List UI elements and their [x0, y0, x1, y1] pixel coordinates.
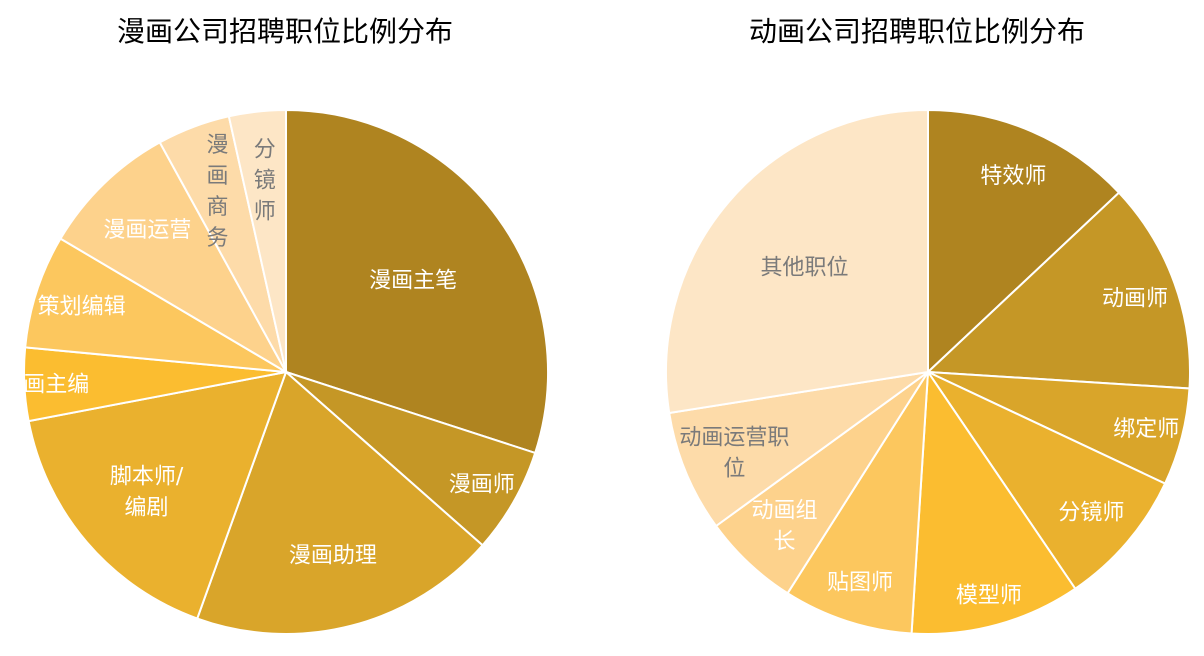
pie-0-slice-2-label: 漫画助理 [289, 544, 377, 569]
pie-0-slice-1-label: 漫画师 [449, 473, 515, 498]
pie-0-slice-6 [59, 141, 289, 375]
pie-0-slice-6-label: 漫画运营 [103, 218, 191, 243]
pie-0-slice-2 [195, 370, 484, 635]
pie-1-slice-4-label: 模型师 [956, 583, 1022, 608]
pie-1-slice-1 [925, 191, 1191, 390]
pie-0-slice-3 [27, 370, 288, 620]
pie-1-slice-3 [925, 369, 1167, 591]
pie-0-slice-3-label: 脚本师/编剧 [110, 465, 184, 521]
pie-1-slice-0 [927, 108, 1121, 375]
pie-1-slice-5-label: 贴图师 [827, 570, 893, 595]
pie-1-slice-5 [786, 371, 929, 635]
pie-1-slice-7-label: 动画运营职位 [679, 426, 789, 482]
pie-0-slice-0-label: 漫画主笔 [369, 269, 457, 294]
pie-0-slice-5 [24, 237, 287, 373]
chart-title-manga: 漫画公司招聘职位比例分布 [116, 15, 453, 48]
pie-1-slice-3-label: 分镜师 [1058, 501, 1124, 526]
pie-1-slice-2-label: 绑定师 [1113, 417, 1179, 442]
pie-0-slice-5-label: 策划编辑 [38, 295, 126, 320]
pie-1-slice-8-label: 其他职位 [760, 256, 848, 281]
pie-1-slice-1-label: 动画师 [1102, 286, 1168, 311]
pie-0-slice-8-label: 分镜师 [254, 137, 276, 224]
pie-1-slice-0-label: 特效师 [980, 164, 1046, 189]
pie-1-slice-4 [910, 369, 1077, 635]
pie-1-slice-8 [665, 108, 929, 415]
chart-title-animation: 动画公司招聘职位比例分布 [748, 15, 1085, 48]
pie-0-slice-7-label: 漫画商务 [206, 133, 228, 251]
pie-1-slice-7 [668, 371, 929, 528]
pie-0-slice-0 [285, 108, 549, 455]
pie-0-slice-8 [227, 108, 287, 373]
pie-1-slice-6-label: 动画组长 [752, 498, 818, 554]
pie-0-slice-4-label: 漫画主编 [1, 372, 89, 397]
